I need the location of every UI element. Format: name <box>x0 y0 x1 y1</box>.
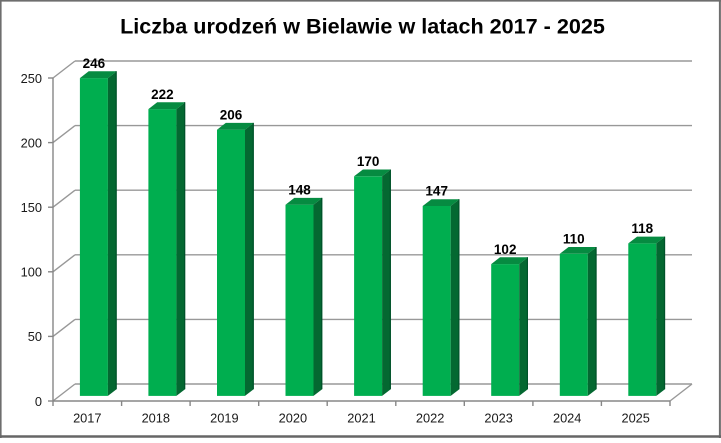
svg-text:50: 50 <box>28 329 42 344</box>
svg-text:2018: 2018 <box>142 411 170 426</box>
svg-text:150: 150 <box>21 200 42 215</box>
svg-text:Liczba urodzeń w Bielawie w la: Liczba urodzeń w Bielawie w latach 2017 … <box>120 14 605 39</box>
svg-text:222: 222 <box>151 87 174 102</box>
svg-text:250: 250 <box>21 71 42 86</box>
svg-text:246: 246 <box>83 56 106 71</box>
svg-text:2021: 2021 <box>347 411 375 426</box>
svg-text:200: 200 <box>21 135 42 150</box>
svg-text:2017: 2017 <box>73 411 101 426</box>
svg-text:2025: 2025 <box>621 411 649 426</box>
svg-text:118: 118 <box>631 221 653 236</box>
svg-text:2020: 2020 <box>279 411 307 426</box>
svg-text:148: 148 <box>288 182 311 197</box>
svg-text:147: 147 <box>425 184 448 199</box>
svg-text:102: 102 <box>494 242 517 257</box>
svg-text:2019: 2019 <box>210 411 238 426</box>
svg-text:206: 206 <box>220 107 243 122</box>
svg-text:170: 170 <box>357 154 380 169</box>
svg-text:2023: 2023 <box>484 411 512 426</box>
svg-text:100: 100 <box>21 265 42 280</box>
svg-text:2024: 2024 <box>553 411 581 426</box>
svg-text:0: 0 <box>35 394 42 409</box>
svg-text:2022: 2022 <box>416 411 444 426</box>
svg-text:110: 110 <box>563 232 585 247</box>
